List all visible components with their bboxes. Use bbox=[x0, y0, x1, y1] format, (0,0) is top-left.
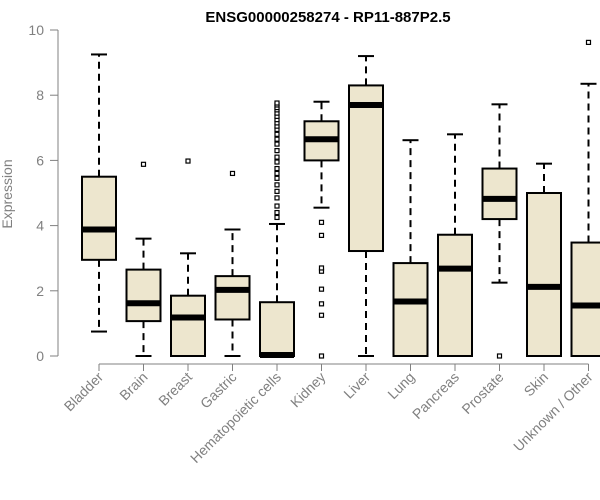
x-tick-label: Kidney bbox=[287, 369, 329, 411]
iqr-box bbox=[170, 294, 206, 358]
outlier-point bbox=[318, 232, 325, 238]
iqr-box bbox=[526, 192, 562, 357]
outlier-point bbox=[585, 39, 592, 45]
outlier-point bbox=[318, 219, 325, 225]
outlier-point bbox=[274, 170, 280, 177]
x-tick-label: Bladder bbox=[61, 369, 107, 415]
outlier-point bbox=[318, 265, 325, 271]
x-tick-label: Prostate bbox=[458, 369, 506, 417]
outlier-point bbox=[274, 188, 280, 194]
outlier-point bbox=[274, 214, 280, 221]
x-tick-label: Liver bbox=[340, 369, 373, 402]
outlier-point bbox=[274, 100, 280, 106]
box-group bbox=[481, 103, 518, 359]
box-group bbox=[348, 55, 384, 357]
y-tick-label: 4 bbox=[36, 218, 44, 234]
outlier-point bbox=[140, 161, 147, 167]
iqr-box bbox=[259, 301, 295, 357]
box-group bbox=[170, 158, 206, 358]
x-tick-label: Brain bbox=[116, 369, 150, 403]
x-tick-label: Gastric bbox=[197, 369, 240, 412]
outlier-point bbox=[274, 175, 280, 181]
box-group bbox=[81, 53, 117, 333]
outlier-point bbox=[496, 353, 503, 359]
outlier-point bbox=[318, 353, 325, 359]
y-tick-label: 8 bbox=[36, 87, 44, 103]
outlier-point bbox=[318, 301, 325, 307]
iqr-box bbox=[481, 167, 518, 221]
outlier-point bbox=[274, 136, 280, 142]
box-group bbox=[214, 170, 251, 357]
box-group bbox=[570, 39, 600, 357]
outlier-point bbox=[274, 141, 280, 147]
y-axis: 0 2 4 6 8 10 bbox=[28, 22, 59, 364]
y-tick-label: 6 bbox=[36, 152, 44, 168]
x-tick-label: Pancreas bbox=[409, 369, 462, 422]
box-group bbox=[526, 162, 562, 357]
iqr-box bbox=[437, 233, 473, 357]
outlier-point bbox=[229, 170, 236, 177]
outlier-point bbox=[274, 203, 280, 209]
iqr-box bbox=[348, 84, 384, 253]
iqr-box bbox=[125, 268, 162, 323]
x-tick-label: Unknown / Other bbox=[510, 369, 596, 455]
outlier-point bbox=[185, 158, 191, 164]
box-group bbox=[125, 161, 162, 357]
box-group bbox=[437, 133, 473, 357]
box-group bbox=[303, 100, 340, 359]
outlier-point bbox=[274, 154, 280, 160]
y-tick-label: 0 bbox=[36, 348, 44, 364]
x-tick-label: Breast bbox=[155, 369, 195, 409]
y-axis-label: Expression bbox=[0, 159, 15, 228]
x-tick-label: Lung bbox=[384, 369, 417, 402]
outlier-point bbox=[274, 209, 280, 216]
y-tick-label: 10 bbox=[28, 22, 44, 38]
x-tick-label: Skin bbox=[521, 369, 552, 400]
y-tick-label: 2 bbox=[36, 283, 44, 299]
chart-title: ENSG00000258274 - RP11-887P2.5 bbox=[205, 9, 450, 26]
plot-area bbox=[81, 39, 600, 359]
outlier-point bbox=[274, 148, 280, 154]
iqr-box bbox=[81, 175, 117, 261]
iqr-box bbox=[570, 241, 600, 357]
box-group bbox=[392, 139, 429, 357]
outlier-point bbox=[274, 195, 280, 201]
box-group bbox=[259, 100, 295, 359]
outlier-point bbox=[274, 131, 280, 137]
iqr-box bbox=[392, 262, 429, 357]
outlier-point bbox=[318, 312, 325, 318]
iqr-box bbox=[214, 275, 251, 321]
outlier-point bbox=[274, 182, 280, 188]
outlier-point bbox=[318, 286, 325, 292]
outlier-point bbox=[274, 165, 280, 172]
outlier-point bbox=[274, 159, 280, 165]
